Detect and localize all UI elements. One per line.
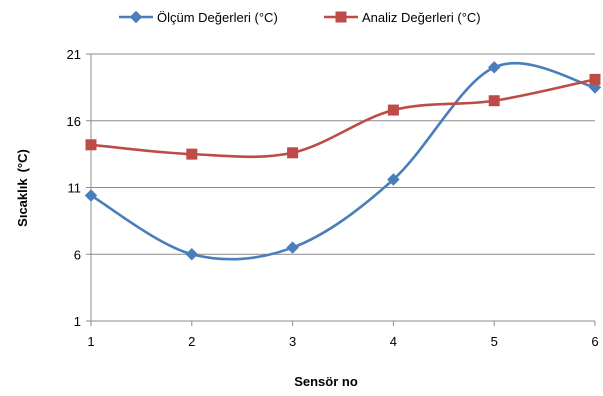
series-1-line — [90, 78, 596, 159]
y-axis-title-unit: (°C) — [15, 149, 30, 172]
x-tick-label-0: 1 — [87, 334, 94, 349]
series-0-point-4 — [487, 61, 501, 74]
legend: Ölçüm Değerleri (°C) Analiz Değerleri (°C… — [119, 10, 481, 25]
grid — [91, 53, 595, 322]
x-tick-label-3: 4 — [390, 334, 397, 349]
series-1-point-1 — [186, 148, 198, 160]
x-tick-label-1: 2 — [188, 334, 195, 349]
legend-marker-0 — [129, 10, 143, 24]
series-0-point-2 — [286, 241, 299, 254]
x-tick-label-2: 3 — [289, 334, 296, 349]
y-tick-label-1: 6 — [74, 247, 81, 262]
legend-marker-1 — [335, 11, 347, 23]
series-group — [84, 61, 602, 261]
series-0-line — [90, 61, 596, 261]
y-tick-label-2: 11 — [68, 181, 82, 196]
series-1-point-4 — [488, 95, 500, 107]
y-tick-label-3: 16 — [67, 114, 81, 129]
series-0 — [84, 61, 602, 261]
x-tick-label-4: 5 — [491, 334, 498, 349]
legend-item-0: Ölçüm Değerleri (°C) — [119, 10, 278, 25]
series-0-point-3 — [387, 173, 400, 186]
axes — [86, 53, 596, 326]
legend-item-1: Analiz Değerleri (°C) — [324, 10, 481, 25]
legend-label-0: Ölçüm Değerleri (°C) — [157, 10, 278, 25]
x-tick-labels: 1 2 3 4 5 6 — [87, 334, 598, 349]
series-1 — [85, 73, 601, 160]
series-1-point-2 — [287, 147, 299, 159]
series-0-point-0 — [84, 189, 98, 202]
series-1-point-0 — [85, 139, 97, 151]
series-1-point-5 — [589, 73, 601, 85]
y-tick-label-0: 1 — [74, 314, 81, 329]
legend-label-1: Analiz Değerleri (°C) — [362, 10, 481, 25]
y-tick-label-4: 21 — [67, 47, 81, 62]
series-1-point-3 — [387, 104, 399, 116]
y-axis-title-text: Sıcaklık — [15, 178, 30, 227]
series-0-point-1 — [185, 248, 199, 261]
x-tick-label-5: 6 — [591, 334, 598, 349]
y-axis-title: Sıcaklık (°C) — [15, 149, 30, 227]
x-axis-title: Sensör no — [294, 374, 358, 389]
